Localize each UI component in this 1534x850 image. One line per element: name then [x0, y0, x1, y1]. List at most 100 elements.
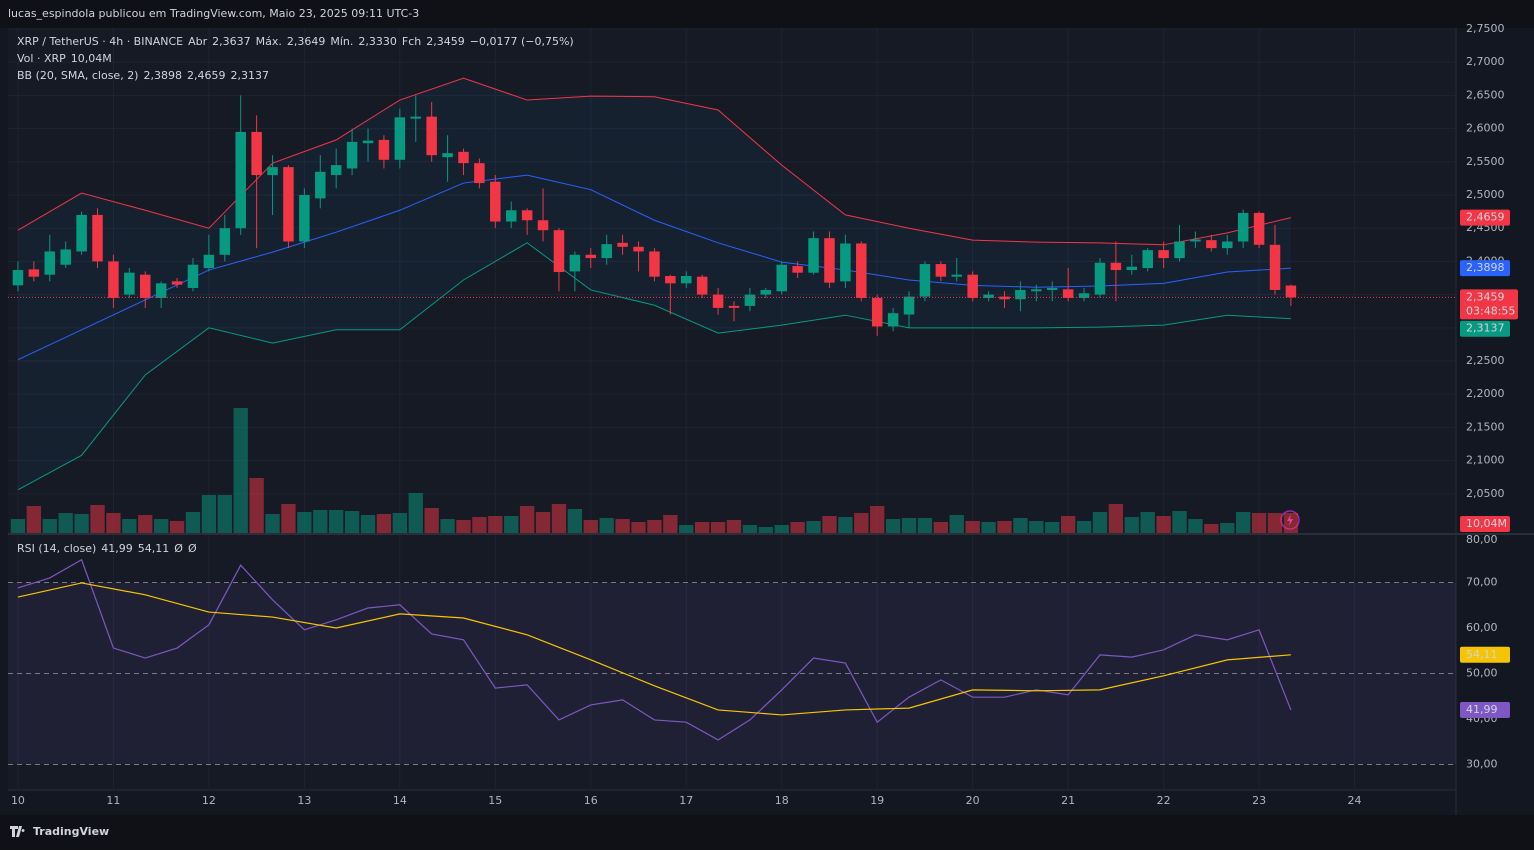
- candle-body: [505, 210, 517, 222]
- candle-body: [1078, 293, 1090, 298]
- candle-body: [919, 264, 931, 297]
- volume-bar: [806, 521, 821, 533]
- legend-text: 2,3649: [287, 35, 326, 48]
- volume-bar: [1076, 521, 1092, 533]
- candle-body: [696, 276, 708, 295]
- volume-bar: [695, 522, 710, 533]
- volume-bar: [26, 506, 42, 533]
- volume-bar: [1283, 512, 1299, 533]
- candle-body: [776, 264, 787, 292]
- candle-body: [124, 272, 135, 295]
- y-tick-label: 80,00: [1466, 533, 1498, 546]
- candle-body: [792, 266, 803, 273]
- x-tick-label: 16: [584, 794, 598, 807]
- candle-body: [12, 270, 24, 286]
- candle-body: [585, 254, 597, 259]
- candle-body: [1158, 250, 1169, 259]
- volume-bar: [90, 505, 105, 533]
- bb-middle-label: 2,3898: [1466, 261, 1505, 274]
- candle-body: [1237, 212, 1249, 242]
- candle-body: [856, 243, 867, 298]
- candle-body: [92, 214, 103, 262]
- candle-body: [521, 210, 533, 221]
- x-tick-label: 21: [1061, 794, 1075, 807]
- candle-body: [617, 242, 628, 247]
- x-tick-label: 10: [11, 794, 25, 807]
- candle-body: [728, 305, 740, 308]
- volume-bar: [456, 520, 471, 533]
- header-text: lucas_espindola publicou em TradingView.…: [8, 7, 419, 20]
- rsi-line: [17, 558, 1292, 741]
- volume-bar: [329, 510, 344, 533]
- volume-bar: [249, 478, 264, 533]
- volume-bar: [679, 525, 694, 533]
- bb-lower-label-bg: [1460, 320, 1510, 337]
- volume-bar: [1140, 512, 1155, 533]
- candle-body: [1222, 241, 1233, 249]
- volume-bar: [1267, 513, 1283, 533]
- candle-body: [824, 238, 835, 283]
- volume-bar: [599, 518, 614, 533]
- last-price-label: 2,3459: [1466, 290, 1505, 303]
- candle-body: [283, 167, 294, 242]
- volume-label-bg: [1460, 516, 1510, 532]
- bb-lower-label: 2,3137: [1466, 322, 1505, 335]
- candle-body: [983, 294, 994, 298]
- candle-body: [967, 274, 978, 298]
- volume-bar: [313, 510, 328, 533]
- candle-body: [1126, 266, 1138, 271]
- candle-body: [903, 296, 915, 315]
- volume-bar: [710, 522, 726, 533]
- candle-body: [28, 269, 40, 277]
- bb-upper-label: 2,4659: [1466, 211, 1505, 224]
- candle-body: [1046, 287, 1058, 290]
- candle-body: [887, 313, 899, 327]
- x-tick-label: 24: [1348, 794, 1362, 807]
- x-tick-label: 12: [202, 794, 216, 807]
- legend-text: Fch: [402, 35, 421, 48]
- y-tick-label: 2,1500: [1466, 420, 1505, 433]
- volume-bar: [1060, 516, 1076, 533]
- volume-bar: [790, 522, 805, 533]
- volume-bar: [153, 519, 169, 533]
- candle-body: [1031, 289, 1042, 292]
- volume-bar: [1108, 504, 1124, 533]
- candle-body: [458, 151, 469, 164]
- volume-bar: [1092, 512, 1108, 533]
- volume-bar: [551, 504, 567, 533]
- volume-bar: [1251, 513, 1267, 533]
- candle-body: [251, 131, 262, 176]
- volume-bar: [567, 509, 583, 533]
- rsi-line: [17, 582, 1291, 716]
- last-price-label-countdown: 03:48:55: [1466, 304, 1515, 317]
- candle-body: [426, 116, 437, 156]
- candle-body: [681, 276, 692, 284]
- y-tick-label: 2,1000: [1466, 454, 1505, 467]
- candle-body: [601, 244, 612, 259]
- volume-bar: [870, 506, 885, 533]
- candle-body: [155, 283, 167, 298]
- volume-bar: [185, 512, 201, 533]
- volume-bar: [1172, 511, 1187, 533]
- candle-body: [1190, 239, 1201, 242]
- candle-body: [60, 249, 71, 265]
- volume-bar: [583, 520, 598, 533]
- volume-bar: [535, 512, 551, 533]
- volume-bar: [949, 515, 964, 533]
- volume-bar: [440, 519, 455, 533]
- volume-bar: [58, 513, 73, 533]
- main-pane: [8, 28, 1456, 533]
- y-tick-label: 30,00: [1466, 758, 1498, 771]
- candle-body: [187, 264, 199, 288]
- candle-body: [665, 276, 676, 284]
- volume-bar: [138, 515, 153, 533]
- x-tick-label: 22: [1157, 794, 1171, 807]
- volume-bar: [42, 519, 57, 533]
- rsi-value-label: 41,99: [1466, 703, 1498, 716]
- candle-body: [267, 167, 278, 176]
- candle-body: [569, 254, 581, 272]
- volume-bar: [854, 513, 869, 533]
- volume-bar: [631, 522, 646, 533]
- x-tick-label: 18: [775, 794, 789, 807]
- volume-bar: [376, 514, 392, 533]
